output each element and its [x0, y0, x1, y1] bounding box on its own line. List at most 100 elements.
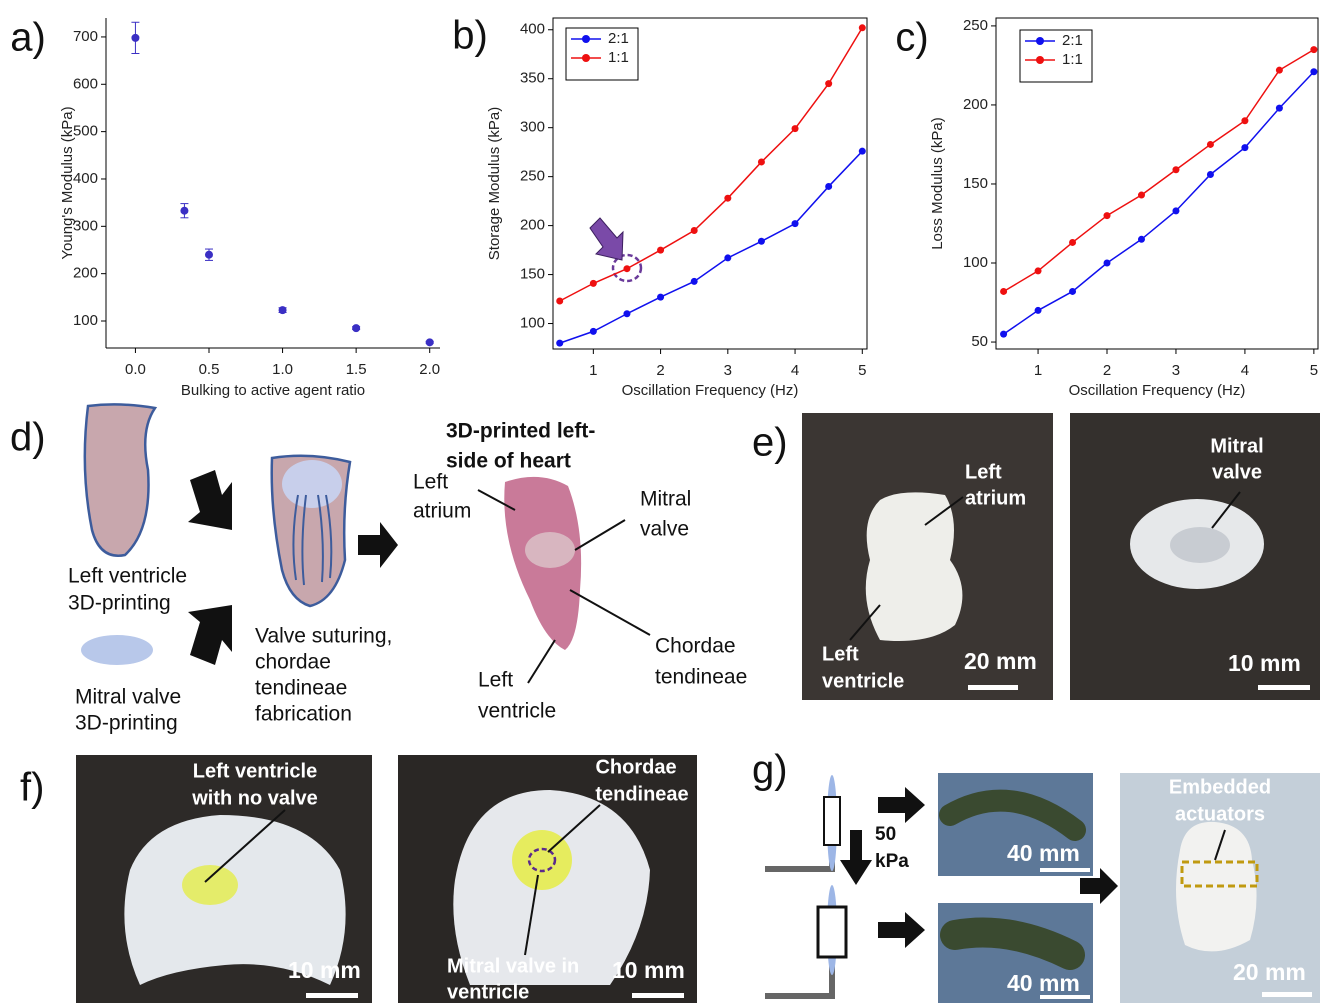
point [1000, 331, 1007, 338]
label: Mitral valve [75, 686, 181, 709]
y-tick-label: 100 [520, 315, 545, 332]
point [1069, 288, 1076, 295]
scale-label: 20 mm [964, 648, 1037, 674]
scale-label: 10 mm [612, 957, 685, 983]
point [623, 310, 630, 317]
valve-shape [81, 635, 153, 665]
y-tick-label: 150 [520, 266, 545, 283]
x-tick-label: 4 [1241, 362, 1249, 379]
x-tick-label: 3 [724, 362, 732, 379]
point [758, 238, 765, 245]
label: fabrication [255, 703, 352, 726]
point [657, 294, 664, 301]
label: Valve suturing, [255, 625, 392, 648]
label: tendineae [655, 666, 747, 689]
y-tick-label: 200 [73, 265, 98, 282]
panel-label: c) [895, 16, 928, 60]
label: Left ventricle [68, 565, 187, 588]
point [1000, 288, 1007, 295]
scale-bar [1258, 685, 1310, 690]
label: tendineae [595, 783, 688, 805]
x-tick-label: 3 [1172, 362, 1180, 379]
label: Mitral valve in [447, 955, 579, 977]
y-tick-label: 300 [520, 119, 545, 136]
point [657, 247, 664, 254]
label: Embedded [1169, 776, 1271, 798]
point [1069, 239, 1076, 246]
legend-label: 1:1 [608, 49, 629, 66]
point [590, 328, 597, 335]
label: valve [1212, 461, 1262, 483]
y-tick-label: 50 [971, 333, 988, 350]
label: with no valve [191, 787, 318, 809]
scale-bar [1262, 992, 1312, 997]
scale-label: 20 mm [1233, 959, 1306, 985]
point [352, 324, 360, 332]
point [859, 148, 866, 155]
actuator-mesh [818, 907, 846, 957]
panel-label: a) [10, 16, 46, 60]
x-tick-label: 5 [858, 362, 866, 379]
x-tick-label: 0.5 [199, 361, 220, 378]
x-tick-label: 2.0 [419, 361, 440, 378]
x-tick-label: 1.0 [272, 361, 293, 378]
point [1172, 166, 1179, 173]
x-tick-label: 1 [589, 362, 597, 379]
point [131, 34, 139, 42]
legend-label: 2:1 [1062, 32, 1083, 49]
label: valve [640, 518, 689, 541]
arrow [840, 830, 872, 885]
y-axis-label: Young's Modulus (kPa) [59, 106, 76, 259]
legend-label: 2:1 [608, 30, 629, 47]
panel-label: b) [452, 14, 488, 58]
point [1310, 46, 1317, 53]
point [1104, 260, 1111, 267]
point [758, 158, 765, 165]
panel-label: f) [20, 766, 44, 810]
label: ventricle [478, 700, 556, 723]
point [1035, 307, 1042, 314]
label: kPa [875, 851, 909, 872]
point [1276, 105, 1283, 112]
y-tick-label: 100 [963, 254, 988, 271]
label: side of heart [446, 450, 571, 473]
point [825, 80, 832, 87]
point [1276, 67, 1283, 74]
mount [765, 993, 835, 999]
y-tick-label: 100 [73, 312, 98, 329]
scale-bar [306, 993, 358, 998]
legend-marker [1036, 37, 1044, 45]
panel-label: g) [752, 748, 788, 792]
arrow [358, 522, 398, 568]
scale-label: 40 mm [1007, 840, 1080, 866]
legend-label: 1:1 [1062, 51, 1083, 68]
y-axis-label: Loss Modulus (kPa) [929, 117, 946, 250]
x-tick-label: 1.5 [346, 361, 367, 378]
point [556, 298, 563, 305]
point [691, 227, 698, 234]
y-tick-label: 400 [73, 170, 98, 187]
arrow [878, 912, 925, 948]
point [590, 280, 597, 287]
point [1310, 68, 1317, 75]
point [1241, 144, 1248, 151]
x-tick-label: 2 [1103, 362, 1111, 379]
label: atrium [965, 487, 1026, 509]
x-tick-label: 4 [791, 362, 799, 379]
legend-marker [582, 35, 590, 43]
label: 50 [875, 824, 896, 845]
label: tendineae [255, 677, 347, 700]
mount [765, 866, 835, 872]
y-tick-label: 250 [520, 168, 545, 185]
label: Left [478, 669, 513, 692]
label: Mitral [640, 488, 691, 511]
arrow [590, 218, 623, 260]
label: 3D-printing [75, 712, 178, 735]
label: actuators [1175, 803, 1265, 825]
point [279, 306, 287, 314]
y-tick-label: 200 [520, 217, 545, 234]
label: Chordae [655, 635, 736, 658]
point [426, 338, 434, 346]
arrow [188, 470, 232, 530]
label: Mitral [1210, 435, 1263, 457]
